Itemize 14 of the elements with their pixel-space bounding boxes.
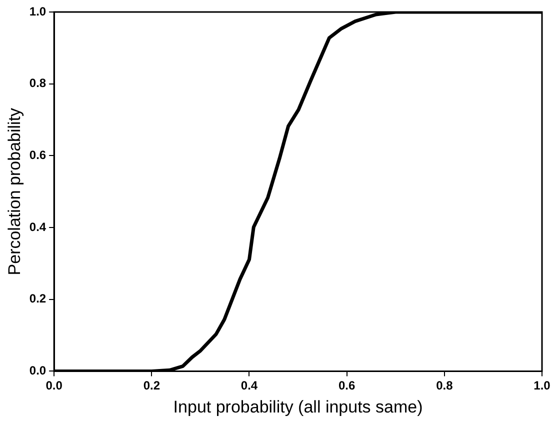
y-tick-label: 0.6 <box>29 148 46 162</box>
x-tick-label: 0.0 <box>46 378 63 393</box>
x-tick-label: 0.8 <box>436 378 454 393</box>
y-tick-label: 0.8 <box>29 76 46 90</box>
y-tick-label: 0.4 <box>29 220 46 234</box>
x-axis-title: Input probability (all inputs same) <box>173 397 423 416</box>
x-tick-label: 0.4 <box>240 378 258 393</box>
y-tick-label: 0.0 <box>29 364 46 378</box>
y-tick-label: 0.2 <box>29 292 46 306</box>
x-tick-label: 0.6 <box>338 378 356 393</box>
y-tick-label: 1.0 <box>29 4 46 18</box>
y-axis-title: Percolation probability <box>4 107 24 276</box>
x-tick-label: 1.0 <box>534 378 551 393</box>
x-tick-label: 0.2 <box>143 378 160 393</box>
